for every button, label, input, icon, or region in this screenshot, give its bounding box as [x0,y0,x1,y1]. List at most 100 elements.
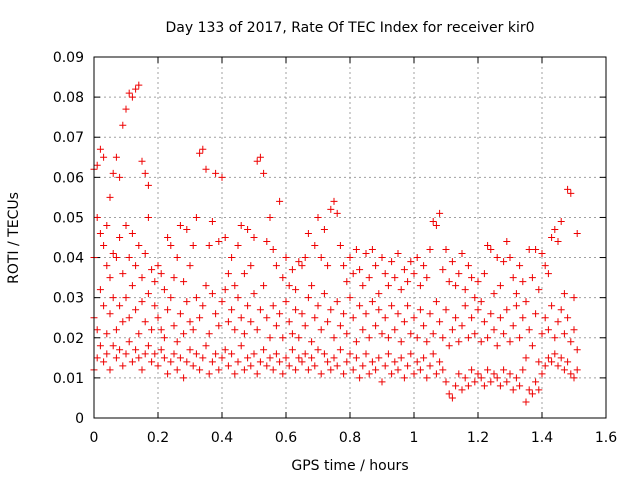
data-point [538,250,546,258]
data-point [132,306,140,314]
data-point [186,318,194,326]
data-point [112,354,120,362]
data-point [272,350,280,358]
data-point [96,145,104,153]
x-axis-label: GPS time / hours [291,458,408,474]
data-point [461,374,469,382]
data-point [276,358,284,366]
data-point [436,358,444,366]
data-point [423,338,431,346]
data-point [288,330,296,338]
data-point [93,213,101,221]
data-point [260,282,268,290]
data-point [394,250,402,258]
data-point [148,358,156,366]
data-point [301,350,309,358]
data-point [455,270,463,278]
data-point [442,246,450,254]
data-point [135,354,143,362]
data-point [372,366,380,374]
data-point [119,362,127,370]
data-point [240,366,248,374]
data-point [420,322,428,330]
data-point [167,242,175,250]
data-point [164,306,172,314]
data-point [221,346,229,354]
data-point [192,350,200,358]
data-point [500,258,508,266]
data-point [215,238,223,246]
data-point [416,306,424,314]
data-point [138,298,146,306]
data-point [416,366,424,374]
data-point [522,354,530,362]
data-point [487,246,495,254]
data-point [308,354,316,362]
data-point [458,250,466,258]
data-point [218,354,226,362]
data-point [196,366,204,374]
data-point [506,338,514,346]
data-point [260,169,268,177]
data-point [148,326,156,334]
data-point [471,378,479,386]
data-point [368,246,376,254]
data-point [122,294,130,302]
data-point [381,362,389,370]
data-point [154,262,162,270]
data-point [135,330,143,338]
data-point [196,149,204,157]
x-tick-label: 1.4 [531,430,553,446]
data-points [90,81,581,406]
data-point [567,189,575,197]
data-point [439,366,447,374]
data-point [324,358,332,366]
data-point [279,370,287,378]
data-point [493,374,501,382]
data-point [314,346,322,354]
data-point [234,242,242,250]
data-point [528,390,536,398]
data-point [279,334,287,342]
data-point [506,254,514,262]
data-point [496,382,504,390]
data-point [346,294,354,302]
data-point [196,314,204,322]
data-point [234,294,242,302]
data-point [490,370,498,378]
data-point [554,362,562,370]
data-point [100,302,108,310]
data-point [464,262,472,270]
data-point [311,314,319,322]
data-point [500,330,508,338]
data-point [468,314,476,322]
data-point [564,185,572,193]
data-point [173,254,181,262]
data-point [183,298,191,306]
data-point [567,338,575,346]
data-point [205,370,213,378]
data-point [96,286,104,294]
data-point [103,221,111,229]
data-point [436,209,444,217]
data-point [93,354,101,362]
data-point [548,234,556,241]
data-point [247,318,255,326]
data-point [116,173,124,181]
data-point [525,246,533,254]
data-point [464,334,472,342]
data-point [272,322,280,330]
data-point [160,334,168,342]
data-point [228,306,236,314]
data-point [503,378,511,386]
data-point [378,378,386,386]
data-point [320,350,328,358]
data-point [548,302,556,310]
data-point [436,318,444,326]
data-point [122,105,130,113]
data-point [442,378,450,386]
data-point [109,169,117,177]
data-point [240,330,248,338]
data-point [330,334,338,342]
data-point [471,294,479,302]
